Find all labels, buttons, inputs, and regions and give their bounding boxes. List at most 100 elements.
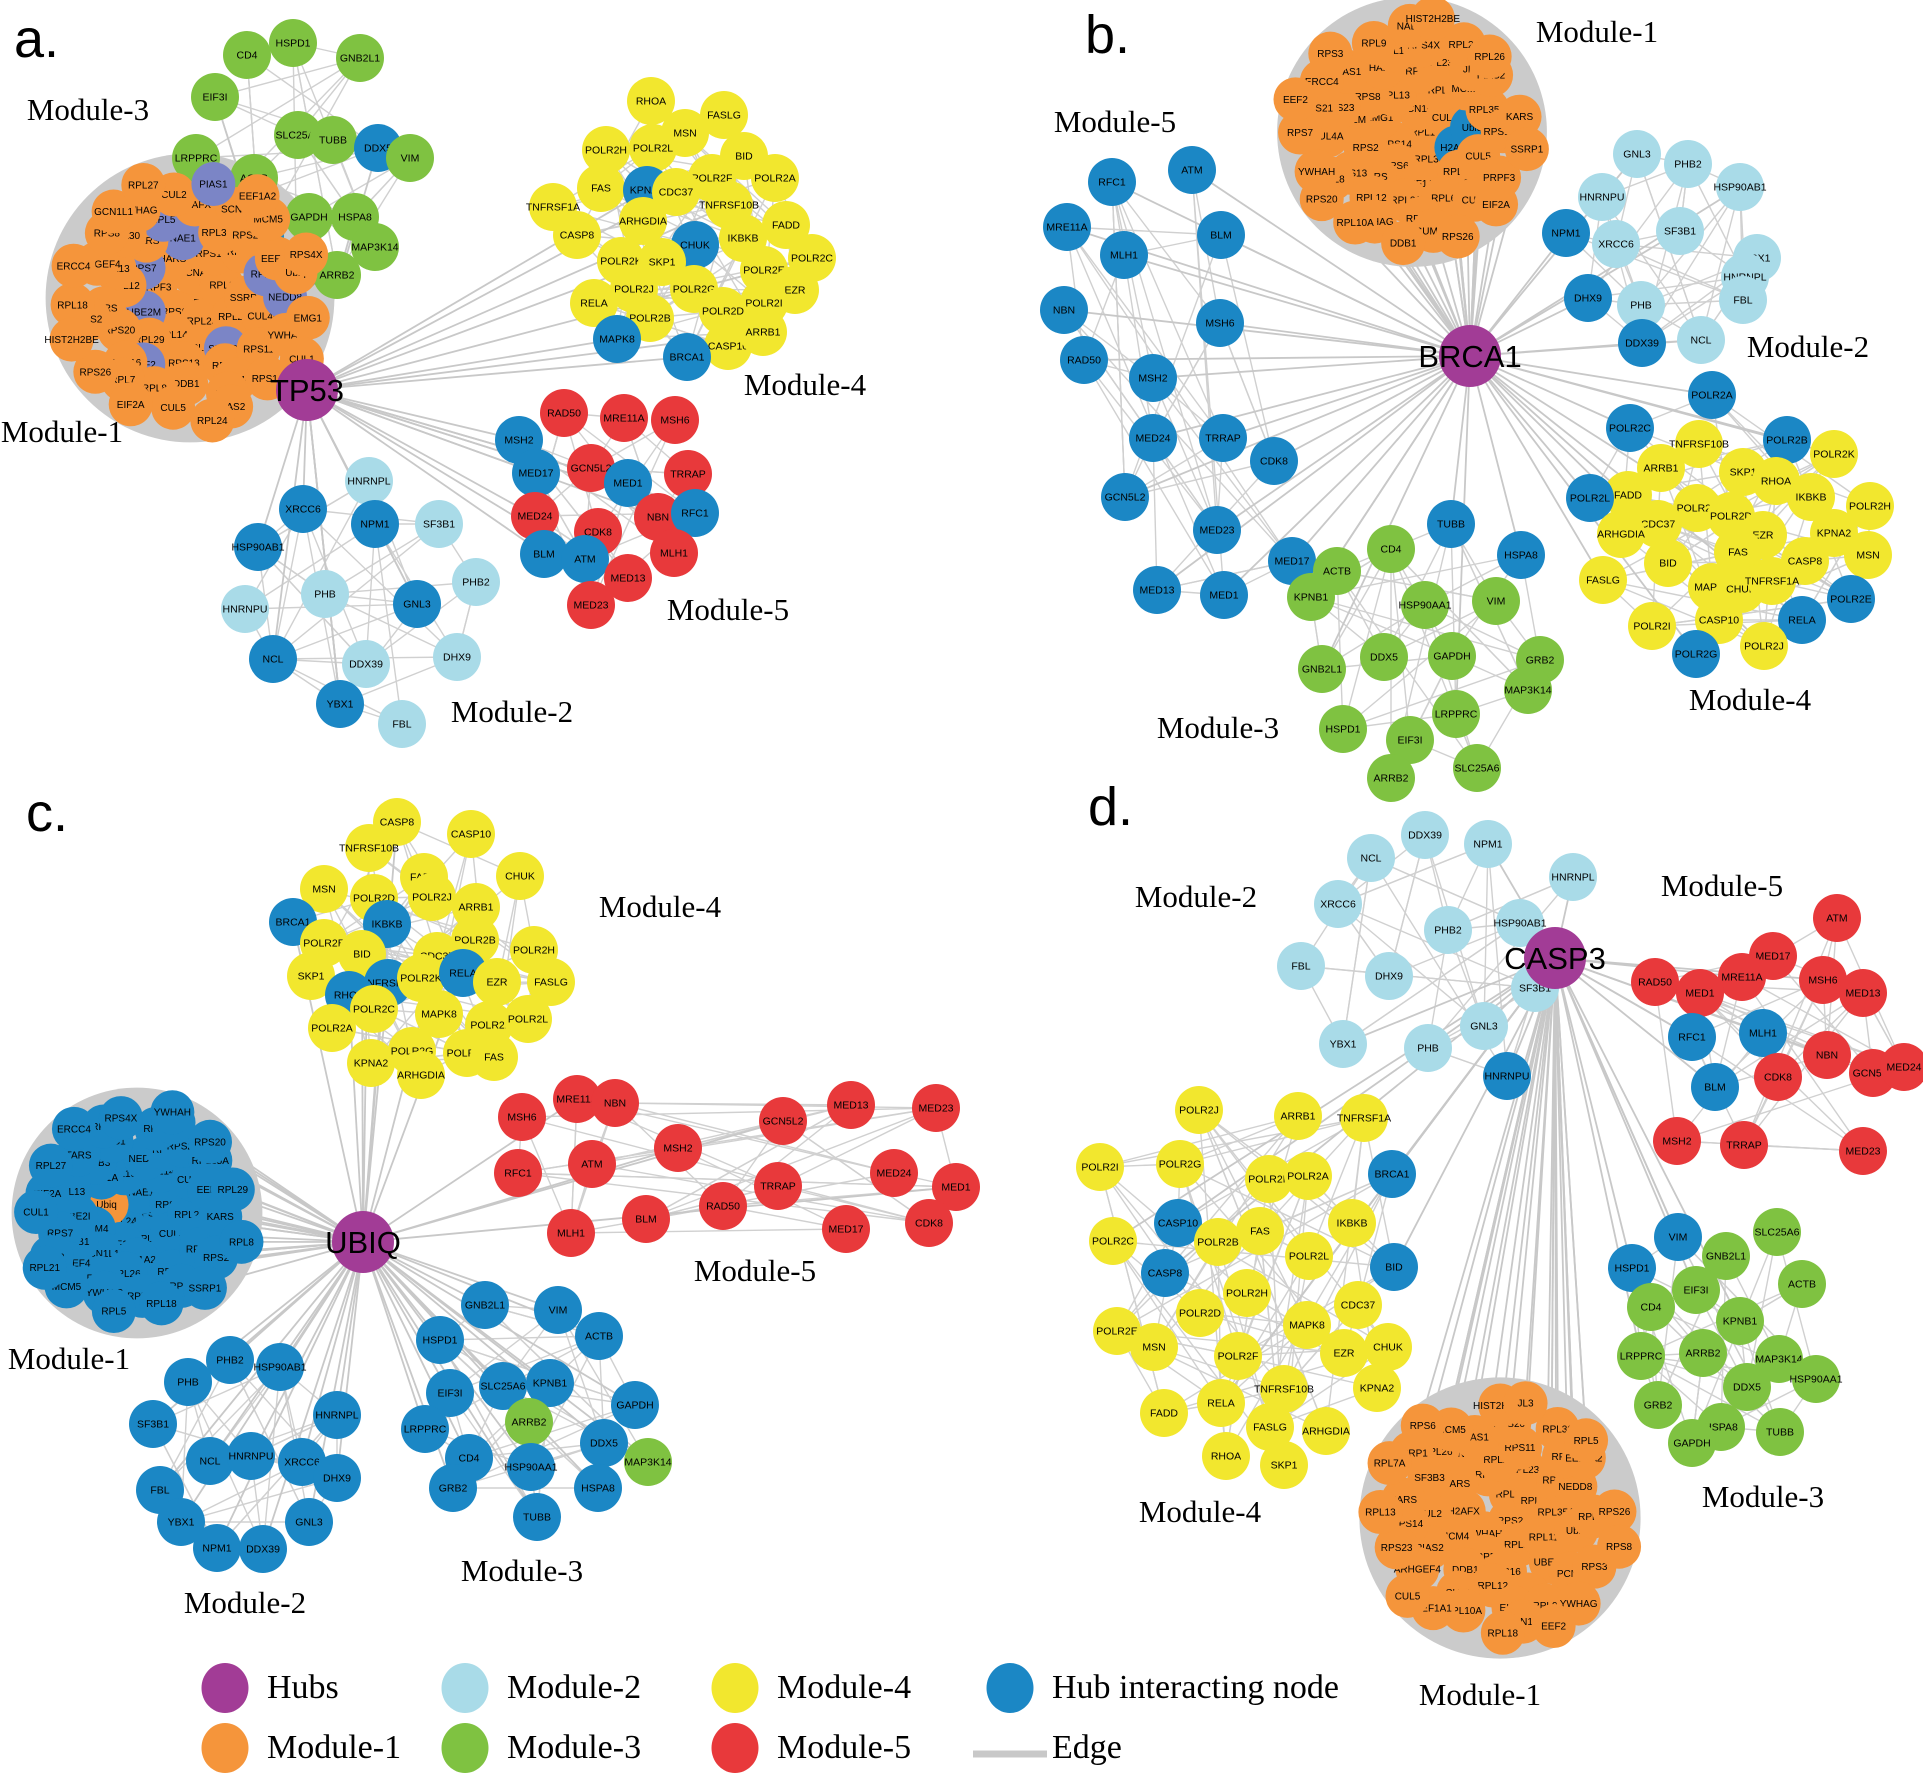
- node-MED17[interactable]: MED17: [1268, 537, 1316, 585]
- node-NCL[interactable]: NCL: [1347, 834, 1395, 882]
- node-NCL[interactable]: NCL: [1677, 316, 1725, 364]
- node-MED17[interactable]: MED17: [512, 449, 560, 497]
- node-MED24[interactable]: MED24: [511, 492, 559, 540]
- hub-TP53[interactable]: TP53: [270, 359, 344, 421]
- node-TNFRSF1A[interactable]: TNFRSF1A: [1337, 1094, 1391, 1142]
- node-PHB[interactable]: PHB: [301, 570, 349, 618]
- node-NCL[interactable]: NCL: [249, 635, 297, 683]
- node-TNFRSF1A[interactable]: TNFRSF1A: [1745, 557, 1799, 605]
- node-FASLG[interactable]: FASLG: [1246, 1403, 1294, 1451]
- hub-BRCA1[interactable]: BRCA1: [1418, 325, 1522, 387]
- node-ARHGDIA[interactable]: ARHGDIA: [1597, 510, 1645, 558]
- node-POLR2F[interactable]: POLR2F: [1214, 1332, 1262, 1380]
- node-MED23[interactable]: MED23: [1839, 1127, 1887, 1175]
- node-RPS26[interactable]: RPS26: [1592, 1489, 1637, 1534]
- node-GCN5L2[interactable]: GCN5L2: [1101, 473, 1149, 521]
- node-POLR2H[interactable]: POLR2H: [582, 126, 630, 174]
- node-MED23[interactable]: MED23: [567, 581, 615, 629]
- node-EEF2[interactable]: EEF2: [1273, 77, 1318, 122]
- node-MSH6[interactable]: MSH6: [651, 396, 699, 444]
- node-POLR2E[interactable]: POLR2E: [1827, 575, 1875, 623]
- node-POLR2C[interactable]: POLR2C: [1089, 1217, 1137, 1265]
- node-TUBB[interactable]: TUBB: [309, 116, 357, 164]
- node-TNFRSF10B[interactable]: TNFRSF10B: [1669, 420, 1729, 468]
- node-POLR2A[interactable]: POLR2A: [308, 1004, 356, 1052]
- node-POLR2B[interactable]: POLR2B: [1194, 1218, 1242, 1266]
- node-POLR2L[interactable]: POLR2L: [504, 995, 552, 1043]
- node-RAD50[interactable]: RAD50: [1060, 336, 1108, 384]
- node-SSRP1[interactable]: SSRP1: [182, 1265, 227, 1310]
- node-RPL5[interactable]: RPL5: [91, 1289, 136, 1334]
- node-MED13[interactable]: MED13: [1133, 566, 1181, 614]
- node-HNRNPU[interactable]: HNRNPU: [227, 1432, 275, 1480]
- node-BLM[interactable]: BLM: [1691, 1063, 1739, 1111]
- node-DDX39[interactable]: DDX39: [342, 640, 390, 688]
- node-NPM1[interactable]: NPM1: [351, 500, 399, 548]
- node-NBN[interactable]: NBN: [591, 1079, 639, 1127]
- node-HSPD1[interactable]: HSPD1: [1319, 705, 1367, 753]
- node-TUBB[interactable]: TUBB: [513, 1493, 561, 1541]
- node-MRE11A[interactable]: MRE11A: [1043, 203, 1091, 251]
- node-GAPDH[interactable]: GAPDH: [1428, 632, 1476, 680]
- node-HSP90AA1[interactable]: HSP90AA1: [504, 1443, 558, 1491]
- node-RFC1[interactable]: RFC1: [671, 489, 719, 537]
- node-CASP10[interactable]: CASP10: [1154, 1199, 1202, 1247]
- node-MLH1[interactable]: MLH1: [1100, 231, 1148, 279]
- node-MAP3K14[interactable]: MAP3K14: [351, 223, 399, 271]
- node-HSP90AB1[interactable]: HSP90AB1: [1713, 163, 1767, 211]
- node-PHB[interactable]: PHB: [164, 1358, 212, 1406]
- node-CDK8[interactable]: CDK8: [1754, 1053, 1802, 1101]
- node-SF3B1[interactable]: SF3B1: [1656, 207, 1704, 255]
- node-RPL7A[interactable]: RPL7A: [1367, 1441, 1412, 1486]
- node-XRCC6[interactable]: XRCC6: [1314, 880, 1362, 928]
- node-POLR2L[interactable]: POLR2L: [1285, 1232, 1333, 1280]
- node-ARRB1[interactable]: ARRB1: [739, 308, 787, 356]
- node-POLR2I[interactable]: POLR2I: [1076, 1143, 1124, 1191]
- node-CASP8[interactable]: CASP8: [553, 211, 601, 259]
- node-CASP10[interactable]: CASP10: [1695, 596, 1743, 644]
- node-RPL8[interactable]: RPL8: [219, 1219, 264, 1264]
- node-RPS4X[interactable]: RPS4X: [284, 232, 329, 277]
- node-POLR2B[interactable]: POLR2B: [1763, 416, 1811, 464]
- node-DDX39[interactable]: DDX39: [1401, 811, 1449, 859]
- node-POLR2L[interactable]: POLR2L: [1566, 474, 1614, 522]
- node-RPL13[interactable]: RPL13: [1358, 1489, 1403, 1534]
- node-BRCA1[interactable]: BRCA1: [663, 333, 711, 381]
- node-MSH2[interactable]: MSH2: [654, 1124, 702, 1172]
- node-HNRNPL[interactable]: HNRNPL: [1549, 853, 1597, 901]
- node-POLR2G[interactable]: POLR2G: [1156, 1140, 1204, 1188]
- node-KPNA2[interactable]: KPNA2: [347, 1039, 395, 1087]
- node-POLR2K[interactable]: POLR2K: [397, 954, 445, 1002]
- node-VIM[interactable]: VIM: [1472, 577, 1520, 625]
- node-PHB[interactable]: PHB: [1617, 281, 1665, 329]
- node-GNB2L1[interactable]: GNB2L1: [461, 1281, 509, 1329]
- node-XRCC6[interactable]: XRCC6: [279, 485, 327, 533]
- node-FADD[interactable]: FADD: [762, 201, 810, 249]
- node-RPS23[interactable]: RPS23: [1374, 1525, 1419, 1570]
- node-GNB2L1[interactable]: GNB2L1: [1702, 1232, 1750, 1280]
- hub-CASP3[interactable]: CASP3: [1504, 927, 1606, 989]
- node-MSH6[interactable]: MSH6: [1799, 956, 1847, 1004]
- node-BLM[interactable]: BLM: [520, 530, 568, 578]
- node-ARRB1[interactable]: ARRB1: [1274, 1092, 1322, 1140]
- node-SLC25A6[interactable]: SLC25A6: [1453, 744, 1501, 792]
- node-HNRNPL[interactable]: HNRNPL: [345, 457, 393, 505]
- node-FADD[interactable]: FADD: [1140, 1389, 1188, 1437]
- node-POLR2D[interactable]: POLR2D: [1176, 1289, 1224, 1337]
- node-HIST2H2BE[interactable]: HIST2H2BE: [1406, 0, 1461, 41]
- node-FAS[interactable]: FAS: [1236, 1207, 1284, 1255]
- node-RPL27[interactable]: RPL27: [28, 1143, 73, 1188]
- node-FBL[interactable]: FBL: [1719, 276, 1767, 324]
- node-GNB2L1[interactable]: GNB2L1: [1298, 645, 1346, 693]
- node-CUL5[interactable]: CUL5: [151, 385, 196, 430]
- node-NBN[interactable]: NBN: [634, 493, 682, 541]
- node-MRE11A[interactable]: MRE11A: [600, 394, 648, 442]
- node-CDC37[interactable]: CDC37: [1334, 1281, 1382, 1329]
- node-CD4[interactable]: CD4: [1367, 525, 1415, 573]
- node-RPS4X[interactable]: RPS4X: [98, 1096, 143, 1141]
- node-EIF2A[interactable]: EIF2A: [108, 382, 153, 427]
- node-YBX1[interactable]: YBX1: [157, 1498, 205, 1546]
- node-MSN[interactable]: MSN: [1844, 531, 1892, 579]
- node-TNFRSF10B[interactable]: TNFRSF10B: [1254, 1365, 1314, 1413]
- node-FAS[interactable]: FAS: [470, 1033, 518, 1081]
